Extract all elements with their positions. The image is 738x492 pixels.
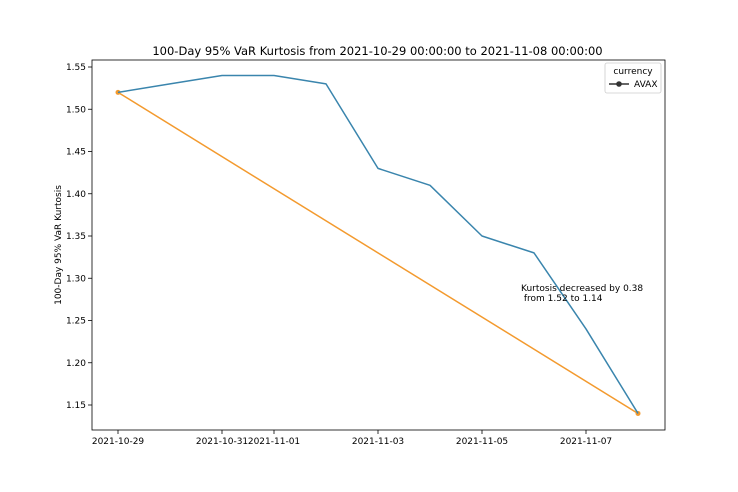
y-tick-label: 1.45 [66,148,86,158]
tick-marks [88,66,587,434]
y-tick-label: 1.30 [66,274,86,284]
annotation: Kurtosis decreased by 0.38 from 1.52 to … [521,284,643,304]
legend-entry-avax: AVAX [634,80,657,90]
y-tick-label: 1.35 [66,232,86,242]
series-line-avax [117,74,639,414]
legend-title: currency [613,67,653,77]
annotation-line-1: Kurtosis decreased by 0.38 [521,284,643,294]
trend-line [117,91,639,415]
x-tick-label: 2021-11-05 [456,437,508,447]
x-tick-label: 2021-11-01 [248,437,300,447]
legend: currency AVAX [604,62,662,94]
chart-title: 100-Day 95% VaR Kurtosis from 2021-10-29… [152,44,602,58]
annotation-line-2: from 1.52 to 1.14 [521,294,603,304]
y-tick-label: 1.20 [66,359,86,369]
x-tick-label: 2021-11-07 [560,437,612,447]
x-tick-labels: 2021-10-29 2021-10-31 2021-11-01 2021-11-03… [92,437,612,447]
x-tick-label: 2021-10-31 [196,437,248,447]
plot-area [91,59,666,431]
y-tick-label: 1.15 [66,401,86,411]
y-tick-label: 1.25 [66,317,86,327]
series-layer [115,74,641,416]
legend-swatch-marker [616,81,622,87]
y-tick-label: 1.40 [66,190,86,200]
x-tick-label: 2021-10-29 [92,437,145,447]
y-tick-label: 1.50 [66,105,86,115]
y-axis-label: 100-Day 95% VaR Kurtosis [54,185,64,305]
y-tick-labels: 1.15 1.20 1.25 1.30 1.35 1.40 1.45 1.50 1.55 [66,63,86,411]
y-tick-label: 1.55 [66,63,86,73]
x-tick-label: 2021-11-03 [352,437,404,447]
